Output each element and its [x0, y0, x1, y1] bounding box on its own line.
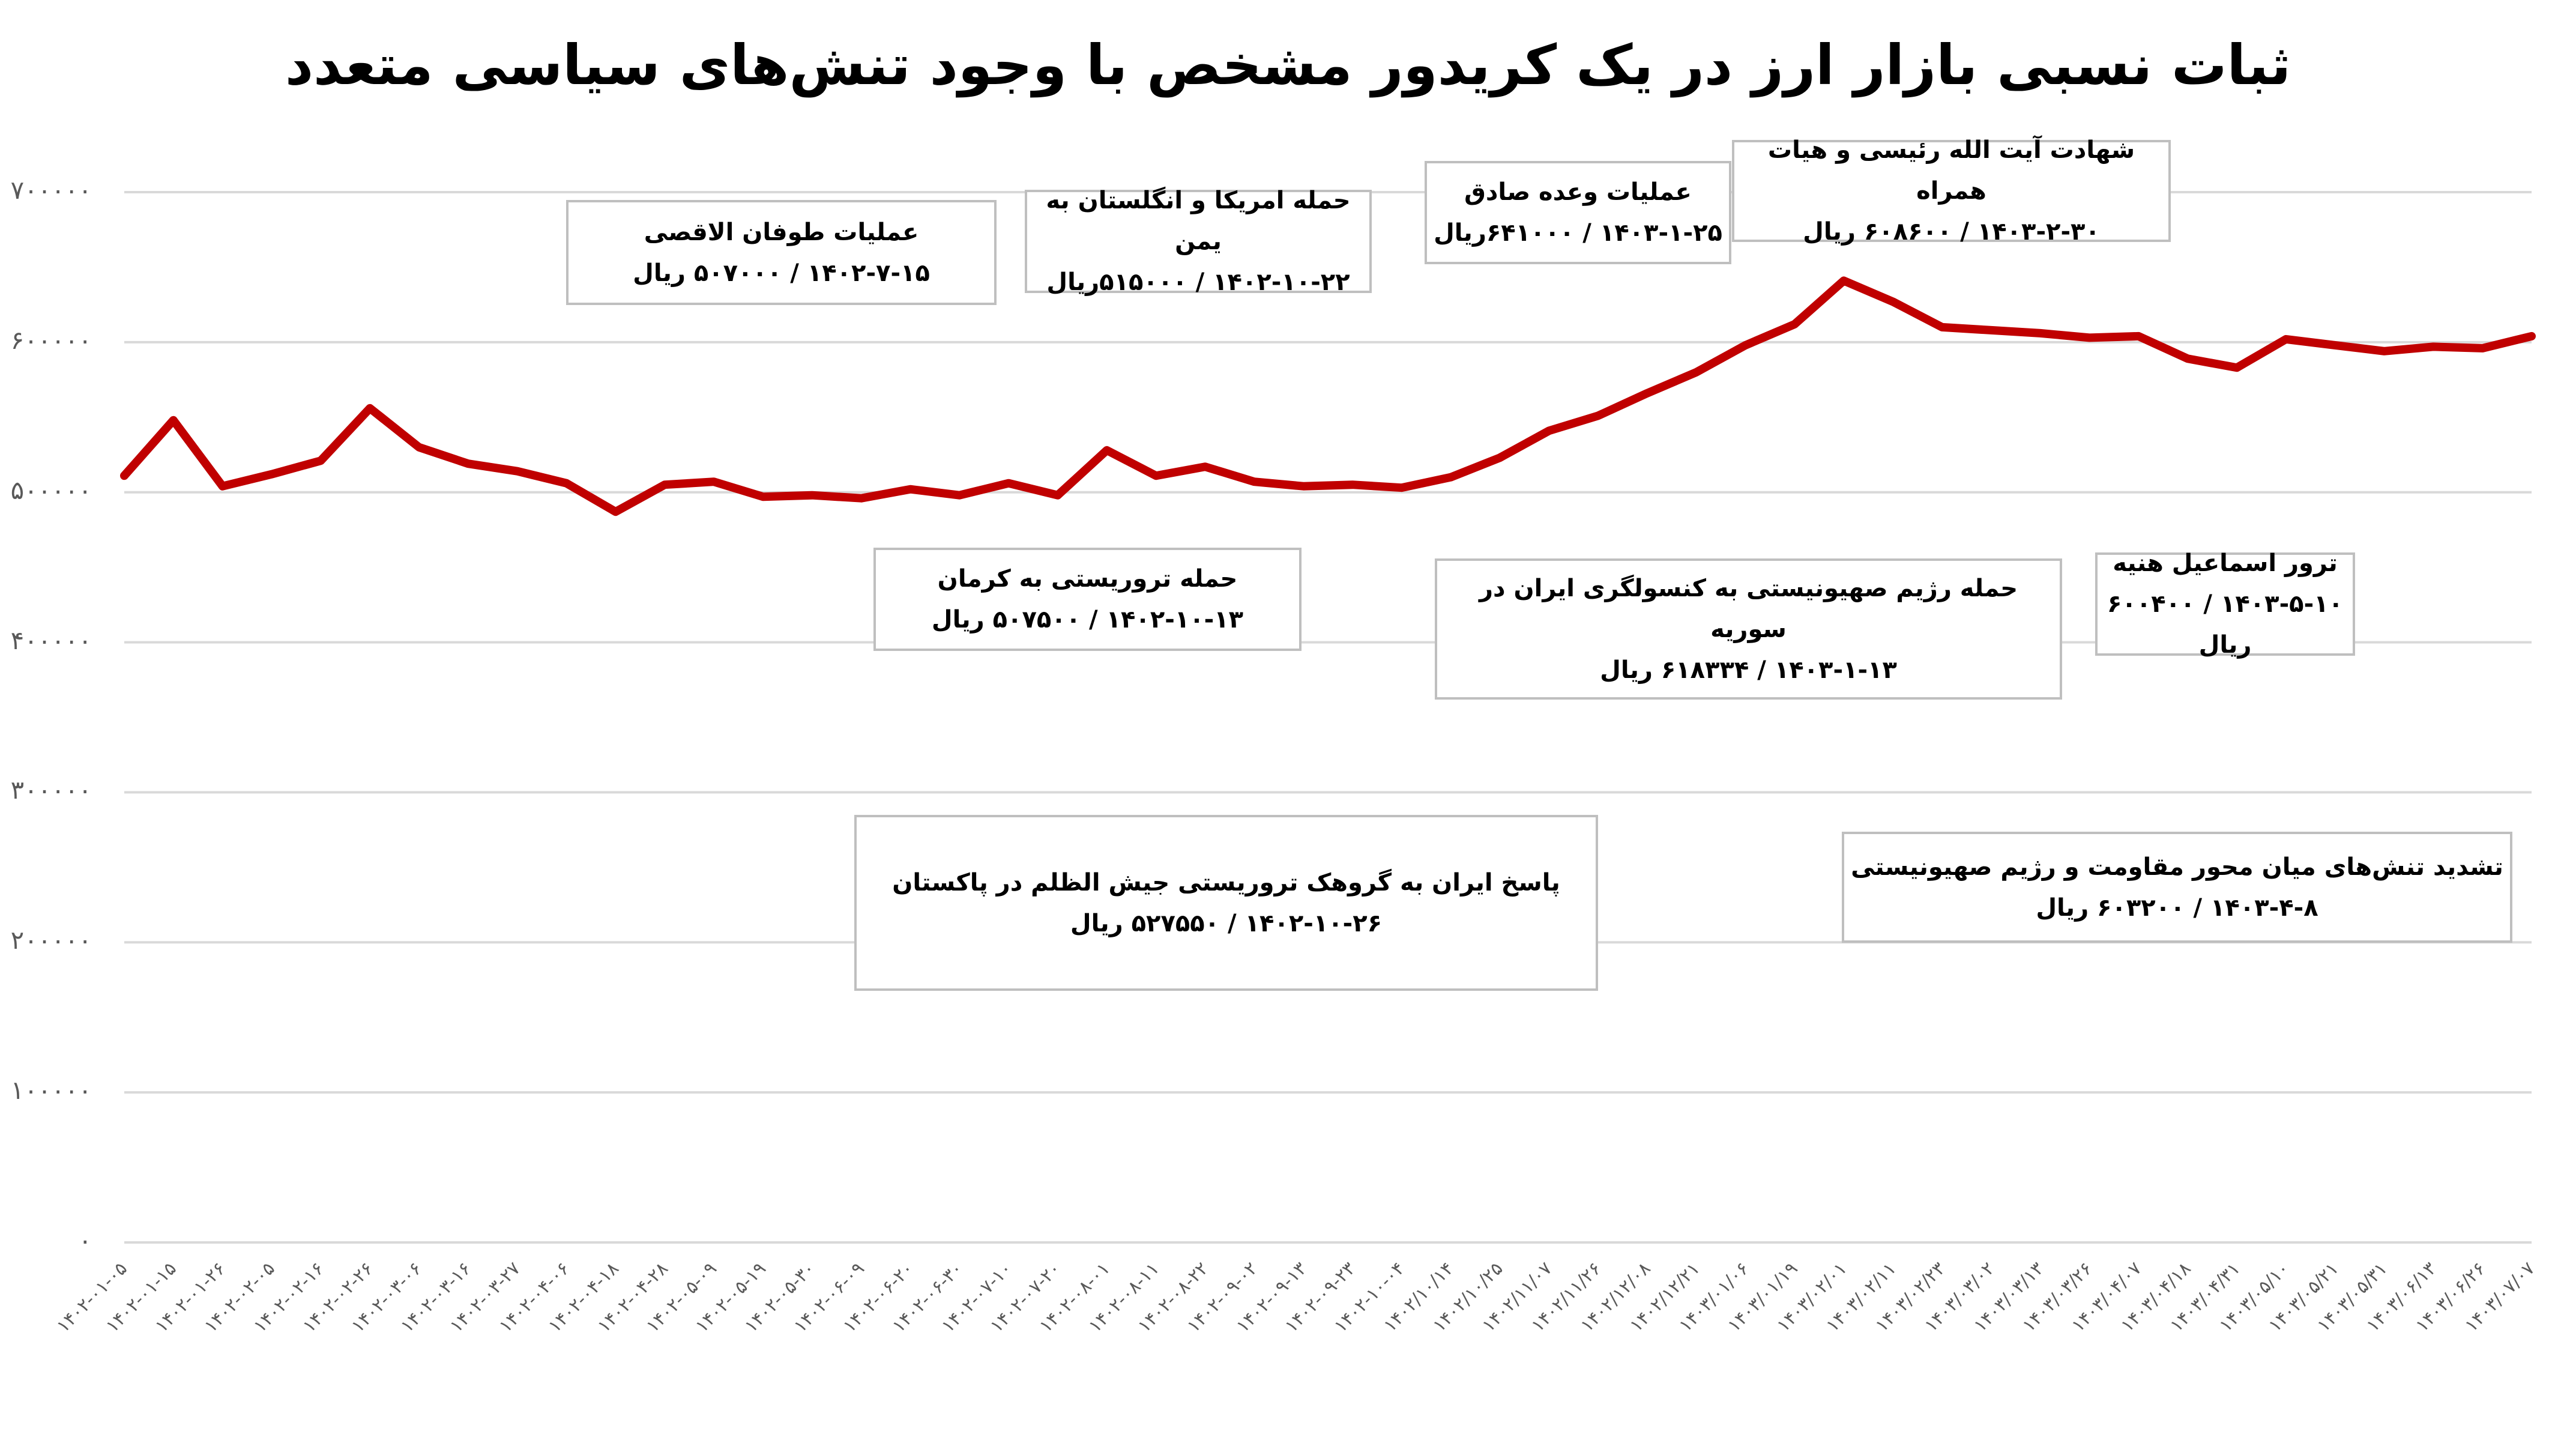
annotation-date-value: ۱۴۰۳-۵-۱۰ / ۶۰۰۴۰۰ ریال [2107, 590, 2344, 659]
exchange-rate-line [120, 276, 2536, 516]
annotation-box: حمله تروریستی به کرمان ۱۴۰۲-۱۰-۱۳ / ۵۰۷۵۰… [873, 548, 1302, 651]
y-tick-label: ۷۰۰۰۰۰ [10, 175, 92, 205]
annotation-date-value: ۱۴۰۳-۴-۸ / ۶۰۳۲۰۰ ریال [2036, 894, 2318, 922]
annotation-title: حمله رژیم صهیونیستی به کنسولگری ایران در… [1479, 574, 2018, 643]
annotation-title: پاسخ ایران به گروهک تروریستی جیش الظلم د… [892, 868, 1560, 897]
annotation-box: ترور اسماعیل هنیه ۱۴۰۳-۵-۱۰ / ۶۰۰۴۰۰ ریال [2095, 549, 2355, 659]
annotation-date-value: ۱۴۰۳-۱-۱۳ / ۶۱۸۳۳۴ ریال [1600, 656, 1897, 684]
annotation-box: شهادت آیت الله رئیسی و هیات همراه ۱۴۰۳-۲-… [1732, 136, 2171, 246]
annotation-title: عملیات وعده صادق [1464, 178, 1692, 206]
annotation-box: عملیات طوفان الاقصی ۱۴۰۲-۷-۱۵ / ۵۰۷۰۰۰ ری… [566, 200, 997, 305]
annotation-title: حمله تروریستی به کرمان [937, 565, 1238, 593]
y-tick-label: ۴۰۰۰۰۰ [10, 625, 92, 655]
annotation-title: شهادت آیت الله رئیسی و هیات همراه [1767, 136, 2135, 205]
annotation-date-value: ۱۴۰۲-۷-۱۵ / ۵۰۷۰۰۰ ریال [633, 259, 930, 287]
annotation-date-value: ۱۴۰۳-۱-۲۵ / ۶۴۱۰۰۰ریال [1434, 219, 1722, 247]
annotation-title: تشدید تنش‌های میان محور مقاومت و رژیم صه… [1851, 853, 2503, 881]
annotation-date-value: ۱۴۰۲-۱۰-۲۲ / ۵۱۵۰۰۰ریال [1046, 268, 1350, 296]
annotation-date-value: ۱۴۰۲-۱۰-۱۳ / ۵۰۷۵۰۰ ریال [931, 606, 1244, 634]
annotation-box: عملیات وعده صادق ۱۴۰۳-۱-۲۵ / ۶۴۱۰۰۰ریال [1425, 161, 1731, 264]
annotation-box: تشدید تنش‌های میان محور مقاومت و رژیم صه… [1842, 832, 2512, 943]
annotation-date-value: ۱۴۰۳-۲-۳۰ / ۶۰۸۶۰۰ ریال [1803, 218, 2100, 246]
annotation-box: حمله امریکا و انگلستان به یمن ۱۴۰۲-۱۰-۲۲ … [1025, 187, 1372, 296]
y-tick-label: ۱۰۰۰۰۰ [10, 1075, 92, 1106]
y-tick-label: ۲۰۰۰۰۰ [10, 925, 92, 955]
annotation-box: حمله رژیم صهیونیستی به کنسولگری ایران در… [1435, 558, 2062, 700]
y-tick-label: ۰ [78, 1226, 92, 1255]
chart-title: ثبات نسبی بازار ارز در یک کریدور مشخص با… [285, 33, 2292, 97]
annotation-title: عملیات طوفان الاقصی [644, 218, 919, 246]
y-tick-label: ۳۰۰۰۰۰ [10, 775, 92, 805]
annotation-title: حمله امریکا و انگلستان به یمن [1046, 187, 1351, 255]
annotation-title: ترور اسماعیل هنیه [2113, 549, 2338, 577]
y-tick-label: ۵۰۰۰۰۰ [10, 475, 92, 505]
annotation-box: پاسخ ایران به گروهک تروریستی جیش الظلم د… [854, 815, 1598, 991]
annotation-date-value: ۱۴۰۲-۱۰-۲۶ / ۵۲۷۵۵۰ ریال [1070, 909, 1383, 937]
y-tick-label: ۶۰۰۰۰۰ [10, 325, 92, 355]
